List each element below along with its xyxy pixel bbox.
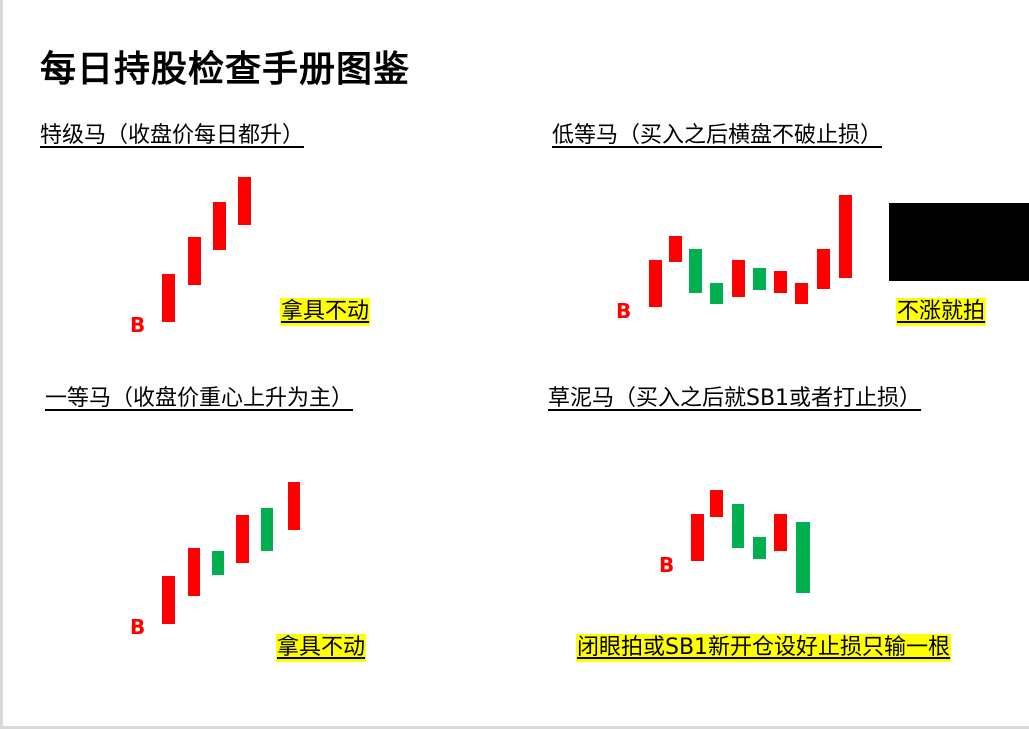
candle-up <box>691 514 704 561</box>
candle-up <box>213 202 226 250</box>
candle-up <box>188 548 200 596</box>
candle-up <box>669 236 682 262</box>
candle-up <box>774 514 787 551</box>
candle-up <box>710 490 723 517</box>
buy-marker: B <box>616 299 632 323</box>
candle-up <box>839 195 852 278</box>
candle-up <box>795 283 808 304</box>
candle-up <box>238 177 251 225</box>
candle-up <box>817 249 830 289</box>
panel-heading: 一等马（收盘价重心上升为主） <box>45 386 354 411</box>
candle-up <box>162 274 175 322</box>
candle-up <box>732 260 745 297</box>
redaction-block <box>889 203 1029 281</box>
candle-down <box>261 508 273 551</box>
panel-heading: 草泥马（买入之后就SB1或者打止损） <box>548 386 922 411</box>
candle-up <box>649 260 662 307</box>
candle-down <box>732 504 744 548</box>
candle-up <box>288 482 300 530</box>
buy-marker: B <box>130 313 146 337</box>
action-label: 拿具不动 <box>280 298 371 326</box>
candle-up <box>774 271 787 293</box>
panel-heading: 低等马（买入之后横盘不破止损） <box>552 123 883 148</box>
buy-marker: B <box>659 553 675 577</box>
buy-marker: B <box>130 615 146 639</box>
candle-down <box>796 522 810 593</box>
action-label: 不涨就拍 <box>896 298 987 326</box>
slide-border-left <box>0 0 3 729</box>
slide-border-bottom <box>0 726 1029 729</box>
action-label: 拿具不动 <box>276 634 367 662</box>
candle-up <box>236 515 249 563</box>
candle-down <box>212 551 224 575</box>
action-label: 闭眼拍或SB1新开仓设好止损只输一根 <box>576 634 952 662</box>
candle-up <box>162 576 175 624</box>
page-title: 每日持股检查手册图鉴 <box>40 49 411 90</box>
candle-down <box>753 268 766 290</box>
candle-up <box>188 237 201 285</box>
panel-heading: 特级马（收盘价每日都升） <box>40 123 305 148</box>
candle-down <box>710 283 723 304</box>
candle-down <box>753 537 766 559</box>
candle-down <box>689 249 702 293</box>
